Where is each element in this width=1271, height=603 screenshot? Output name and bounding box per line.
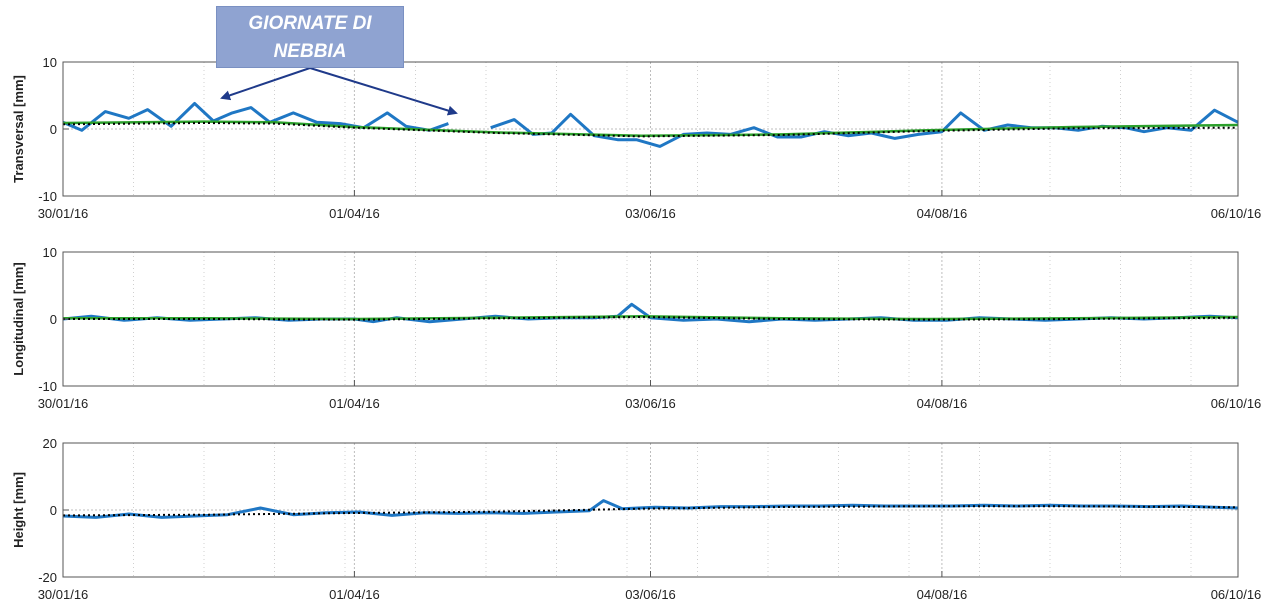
y-tick-label: 0 [50, 503, 57, 518]
x-tick-label: 04/08/16 [917, 587, 968, 602]
plot-area [63, 443, 1238, 577]
panel-3: 20 0 -20 30/01/16 01/04/16 03/06/16 04/08/16 06… [11, 436, 1261, 602]
x-tick-label: 06/10/16 [1211, 587, 1262, 602]
series-trend-line [63, 316, 1239, 321]
panel-1: 10 0 -10 30/01/16 01/04/16 03/06/16 04/08/16 06… [11, 55, 1261, 221]
x-tick-label: 03/06/16 [625, 206, 676, 221]
annotation-arrow-right [309, 67, 458, 116]
annotation-line-2: NEBBIA [273, 41, 347, 62]
annotation-arrows [220, 67, 458, 116]
x-tick-label: 30/01/16 [38, 206, 89, 221]
x-tick-label: 06/10/16 [1211, 396, 1262, 411]
panel-2: 10 0 -10 30/01/16 01/04/16 03/06/16 04/08/16 06… [11, 245, 1261, 411]
y-tick-label: 0 [50, 312, 57, 327]
x-tick-label: 04/08/16 [917, 396, 968, 411]
x-tick-label: 30/01/16 [38, 587, 89, 602]
x-tick-label: 03/06/16 [625, 587, 676, 602]
y-tick-label: 10 [43, 55, 57, 70]
y-tick-label: 10 [43, 245, 57, 260]
y-axis-label: Height [mm] [11, 472, 26, 548]
y-tick-label: -10 [38, 189, 57, 204]
x-tick-label: 06/10/16 [1211, 206, 1262, 221]
y-tick-label: -10 [38, 379, 57, 394]
x-tick-label: 04/08/16 [917, 206, 968, 221]
series-trend-line [62, 122, 1239, 138]
x-tick-label: 30/01/16 [38, 396, 89, 411]
fog-days-annotation: GIORNATE DI NEBBIA [216, 6, 404, 68]
x-tick-label: 03/06/16 [625, 396, 676, 411]
y-tick-label: -20 [38, 570, 57, 585]
annotation-arrow-left [220, 67, 311, 101]
y-axis-label: Longitudinal [mm] [11, 262, 26, 375]
series-trend-line [62, 505, 1239, 517]
y-tick-label: 20 [43, 436, 57, 451]
x-tick-label: 01/04/16 [329, 587, 380, 602]
x-tick-label: 01/04/16 [329, 206, 380, 221]
y-tick-label: 0 [50, 122, 57, 137]
series-measured-line [62, 102, 449, 132]
x-tick-label: 01/04/16 [329, 396, 380, 411]
y-axis-label: Transversal [mm] [11, 75, 26, 183]
annotation-line-1: GIORNATE DI [248, 13, 372, 34]
